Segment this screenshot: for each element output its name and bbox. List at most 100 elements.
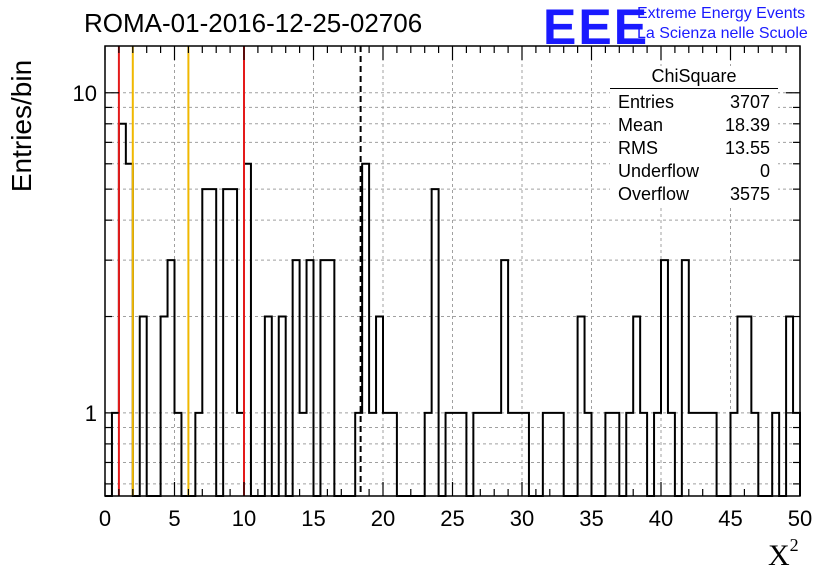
histogram-bar xyxy=(508,413,515,496)
chart-title: ROMA-01-2016-12-25-02706 xyxy=(84,8,423,38)
stats-label: RMS xyxy=(618,138,658,158)
stats-title: ChiSquare xyxy=(610,66,778,89)
x-axis-label-superscript: 2 xyxy=(789,535,799,555)
histogram-bar xyxy=(515,413,522,496)
histogram-bar xyxy=(557,413,564,496)
histogram-bar xyxy=(578,317,585,496)
histogram-bar xyxy=(661,260,668,496)
histogram-bar xyxy=(550,413,557,496)
histogram-bar xyxy=(161,317,168,496)
histogram-bar xyxy=(244,164,251,496)
logo-caption: Extreme Energy Events La Scienza nelle S… xyxy=(637,4,808,44)
stats-label: Mean xyxy=(618,115,664,135)
histogram-bar xyxy=(585,413,592,496)
histogram-bar xyxy=(633,317,640,496)
stats-label: Overflow xyxy=(618,184,690,204)
histogram-bar xyxy=(696,413,703,496)
histogram-bar xyxy=(265,317,272,496)
histogram-bar xyxy=(710,413,717,496)
histogram-bar xyxy=(473,413,480,496)
histogram-bar xyxy=(237,413,244,496)
x-tick-label: 10 xyxy=(232,506,256,531)
stats-value: 13.55 xyxy=(724,138,770,158)
stats-row: Mean 18.39 xyxy=(610,114,778,137)
histogram-bar xyxy=(126,164,133,496)
histogram-bar xyxy=(744,317,751,496)
histogram-bar xyxy=(432,189,439,496)
histogram-bar xyxy=(383,413,390,496)
histogram-bar xyxy=(195,413,202,496)
histogram-bar xyxy=(320,260,327,496)
eee-logo: EEE xyxy=(543,0,650,55)
stats-row: Entries 3707 xyxy=(610,91,778,114)
histogram-bar xyxy=(293,260,300,496)
histogram-bar xyxy=(703,413,710,496)
histogram-bar xyxy=(494,413,501,496)
stats-label: Underflow xyxy=(618,161,700,181)
histogram-bar xyxy=(223,189,230,496)
stats-row: Underflow 0 xyxy=(610,160,778,183)
stats-box: ChiSquare Entries 3707 Mean 18.39 RMS 13.55 Un… xyxy=(610,66,778,206)
histogram-bar xyxy=(390,413,397,496)
histogram-bar xyxy=(446,413,453,496)
histogram-bar xyxy=(612,413,619,496)
histogram-bar xyxy=(640,413,647,496)
x-tick-label: 25 xyxy=(440,506,464,531)
x-tick-label: 0 xyxy=(99,506,111,531)
histogram-bar xyxy=(626,413,633,496)
stats-value: 18.39 xyxy=(724,115,770,135)
histogram-bar xyxy=(786,317,793,496)
y-tick-label: 10 xyxy=(73,81,97,106)
histogram-bar xyxy=(327,260,334,496)
histogram-bar xyxy=(202,189,209,496)
histogram-bar xyxy=(522,413,529,496)
histogram-bar xyxy=(119,124,126,496)
y-axis-label: Entries/bin xyxy=(2,60,42,192)
histogram-bar xyxy=(175,413,182,496)
x-tick-label: 40 xyxy=(649,506,673,531)
histogram-bar xyxy=(668,413,675,496)
x-axis-label-text: X xyxy=(768,539,790,572)
x-tick-label: 30 xyxy=(510,506,534,531)
histogram-bar xyxy=(501,260,508,496)
histogram-bar xyxy=(487,413,494,496)
histogram-bar xyxy=(369,413,376,496)
histogram-bar xyxy=(731,413,738,496)
stats-value: 3575 xyxy=(729,184,770,204)
histogram-bar xyxy=(362,164,369,496)
y-axis-label-text: Entries/bin xyxy=(6,59,37,193)
histogram-bar xyxy=(425,413,432,496)
histogram-bar xyxy=(737,317,744,496)
histogram-bar xyxy=(279,317,286,496)
x-tick-label: 15 xyxy=(301,506,325,531)
histogram-bar xyxy=(355,413,362,496)
histogram-bar xyxy=(459,413,466,496)
histogram-bar xyxy=(168,260,175,496)
logo-caption-line1: Extreme Energy Events xyxy=(637,5,806,22)
histogram-bar xyxy=(772,413,779,496)
histogram-bar xyxy=(376,317,383,496)
histogram-bar xyxy=(209,189,216,496)
x-tick-label: 45 xyxy=(718,506,742,531)
x-tick-label: 20 xyxy=(371,506,395,531)
histogram-bar xyxy=(140,317,147,496)
x-tick-label: 35 xyxy=(579,506,603,531)
x-axis-label: X2 xyxy=(768,535,799,573)
stats-label: Entries xyxy=(618,92,675,112)
histogram-bar xyxy=(307,260,314,496)
x-tick-label: 5 xyxy=(168,506,180,531)
stats-row: RMS 13.55 xyxy=(610,137,778,160)
histogram-bar xyxy=(682,260,689,496)
histogram-bar xyxy=(230,189,237,496)
histogram-bar xyxy=(605,413,612,496)
histogram-bar xyxy=(300,413,307,496)
histogram-bar xyxy=(751,413,758,496)
histogram-bar xyxy=(654,413,661,496)
histogram-bar xyxy=(543,413,550,496)
stats-value: 0 xyxy=(759,161,770,181)
histogram-bar xyxy=(453,413,460,496)
histogram-bar xyxy=(480,413,487,496)
logo-caption-line2: La Scienza nelle Scuole xyxy=(637,25,808,42)
y-tick-label: 1 xyxy=(85,401,97,426)
